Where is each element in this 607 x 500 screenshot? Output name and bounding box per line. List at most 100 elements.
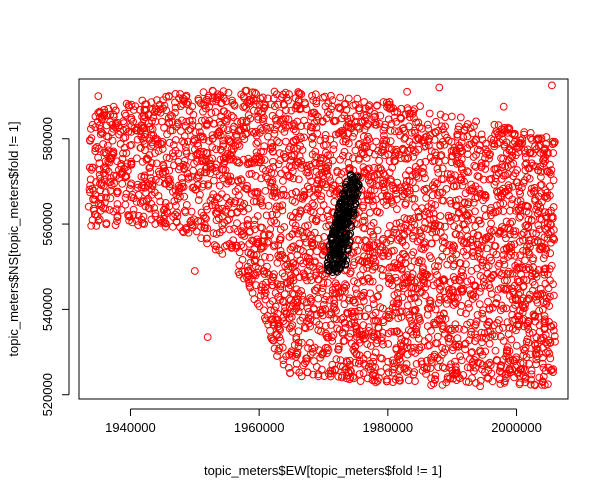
data-point (294, 158, 303, 166)
data-point (332, 263, 341, 272)
data-point (494, 121, 503, 130)
data-point (91, 144, 100, 153)
data-point (268, 147, 277, 156)
data-point (538, 359, 547, 368)
data-point (161, 199, 170, 207)
data-point (530, 340, 539, 348)
data-point (275, 149, 284, 158)
data-point (261, 314, 269, 322)
data-point (452, 366, 461, 375)
y-tick-label: 580000 (40, 117, 55, 160)
data-point (148, 125, 157, 134)
data-point (522, 207, 531, 216)
data-point (119, 149, 127, 158)
data-point (433, 271, 441, 279)
data-point (136, 144, 145, 152)
data-point (96, 113, 104, 121)
data-point (390, 259, 399, 268)
data-point (463, 320, 472, 329)
data-point (542, 213, 551, 222)
data-point (278, 251, 287, 260)
data-point (508, 269, 517, 278)
data-point (312, 268, 321, 276)
data-point (484, 374, 493, 383)
data-point (169, 152, 178, 161)
data-point (442, 300, 451, 308)
data-point (168, 149, 177, 158)
data-point (524, 248, 533, 256)
data-point (276, 156, 285, 165)
data-point (548, 137, 557, 146)
data-point (214, 204, 223, 213)
data-point (395, 329, 403, 338)
data-point (340, 196, 349, 205)
data-point (389, 299, 398, 308)
data-point (539, 363, 548, 372)
data-point (547, 206, 555, 215)
data-point (304, 344, 312, 352)
data-point (140, 220, 149, 228)
data-point (430, 350, 439, 359)
data-point (496, 199, 505, 208)
data-point (122, 99, 131, 108)
data-point (237, 230, 246, 239)
data-point (201, 224, 209, 233)
data-point (411, 227, 419, 235)
data-point (206, 196, 215, 205)
data-point (447, 212, 456, 221)
data-point (360, 212, 369, 221)
data-point (474, 358, 482, 367)
data-point (252, 139, 261, 148)
data-point (318, 284, 327, 293)
data-point (109, 124, 118, 133)
data-point (334, 345, 343, 353)
data-point (337, 373, 346, 382)
data-point (170, 197, 179, 206)
data-point (218, 99, 226, 107)
data-point (345, 356, 354, 365)
data-point (334, 342, 343, 351)
data-point (350, 277, 358, 286)
data-point (540, 193, 549, 201)
data-point (343, 122, 351, 130)
data-point (288, 302, 297, 311)
y-tick-label: 520000 (40, 373, 55, 416)
data-point (405, 109, 414, 118)
data-point (541, 279, 550, 288)
data-point (272, 219, 281, 228)
data-point (289, 174, 298, 183)
data-point (298, 296, 307, 304)
data-point (402, 177, 411, 185)
data-point (224, 126, 232, 135)
data-point (180, 192, 189, 201)
data-point (404, 153, 413, 162)
data-point (435, 157, 443, 166)
data-point (541, 338, 550, 347)
data-point (199, 148, 208, 156)
data-point (193, 181, 202, 189)
data-point (99, 140, 107, 148)
data-point (100, 198, 109, 207)
data-point (219, 142, 228, 151)
data-point (338, 129, 347, 137)
data-point (521, 153, 530, 162)
data-point (288, 327, 297, 336)
data-point (213, 193, 221, 202)
data-point (386, 222, 394, 230)
data-point (509, 304, 517, 313)
data-point (321, 134, 330, 143)
data-point (296, 142, 305, 150)
data-point (87, 124, 95, 133)
data-point (401, 241, 410, 250)
data-point (505, 184, 513, 192)
data-point (121, 200, 130, 209)
data-point (536, 141, 545, 150)
data-point (89, 195, 98, 204)
data-point (402, 278, 411, 287)
data-point-outlier (403, 87, 412, 96)
data-point (313, 112, 322, 121)
data-point (129, 205, 138, 214)
data-point (466, 124, 475, 133)
data-point (531, 350, 540, 359)
data-point (369, 300, 378, 309)
